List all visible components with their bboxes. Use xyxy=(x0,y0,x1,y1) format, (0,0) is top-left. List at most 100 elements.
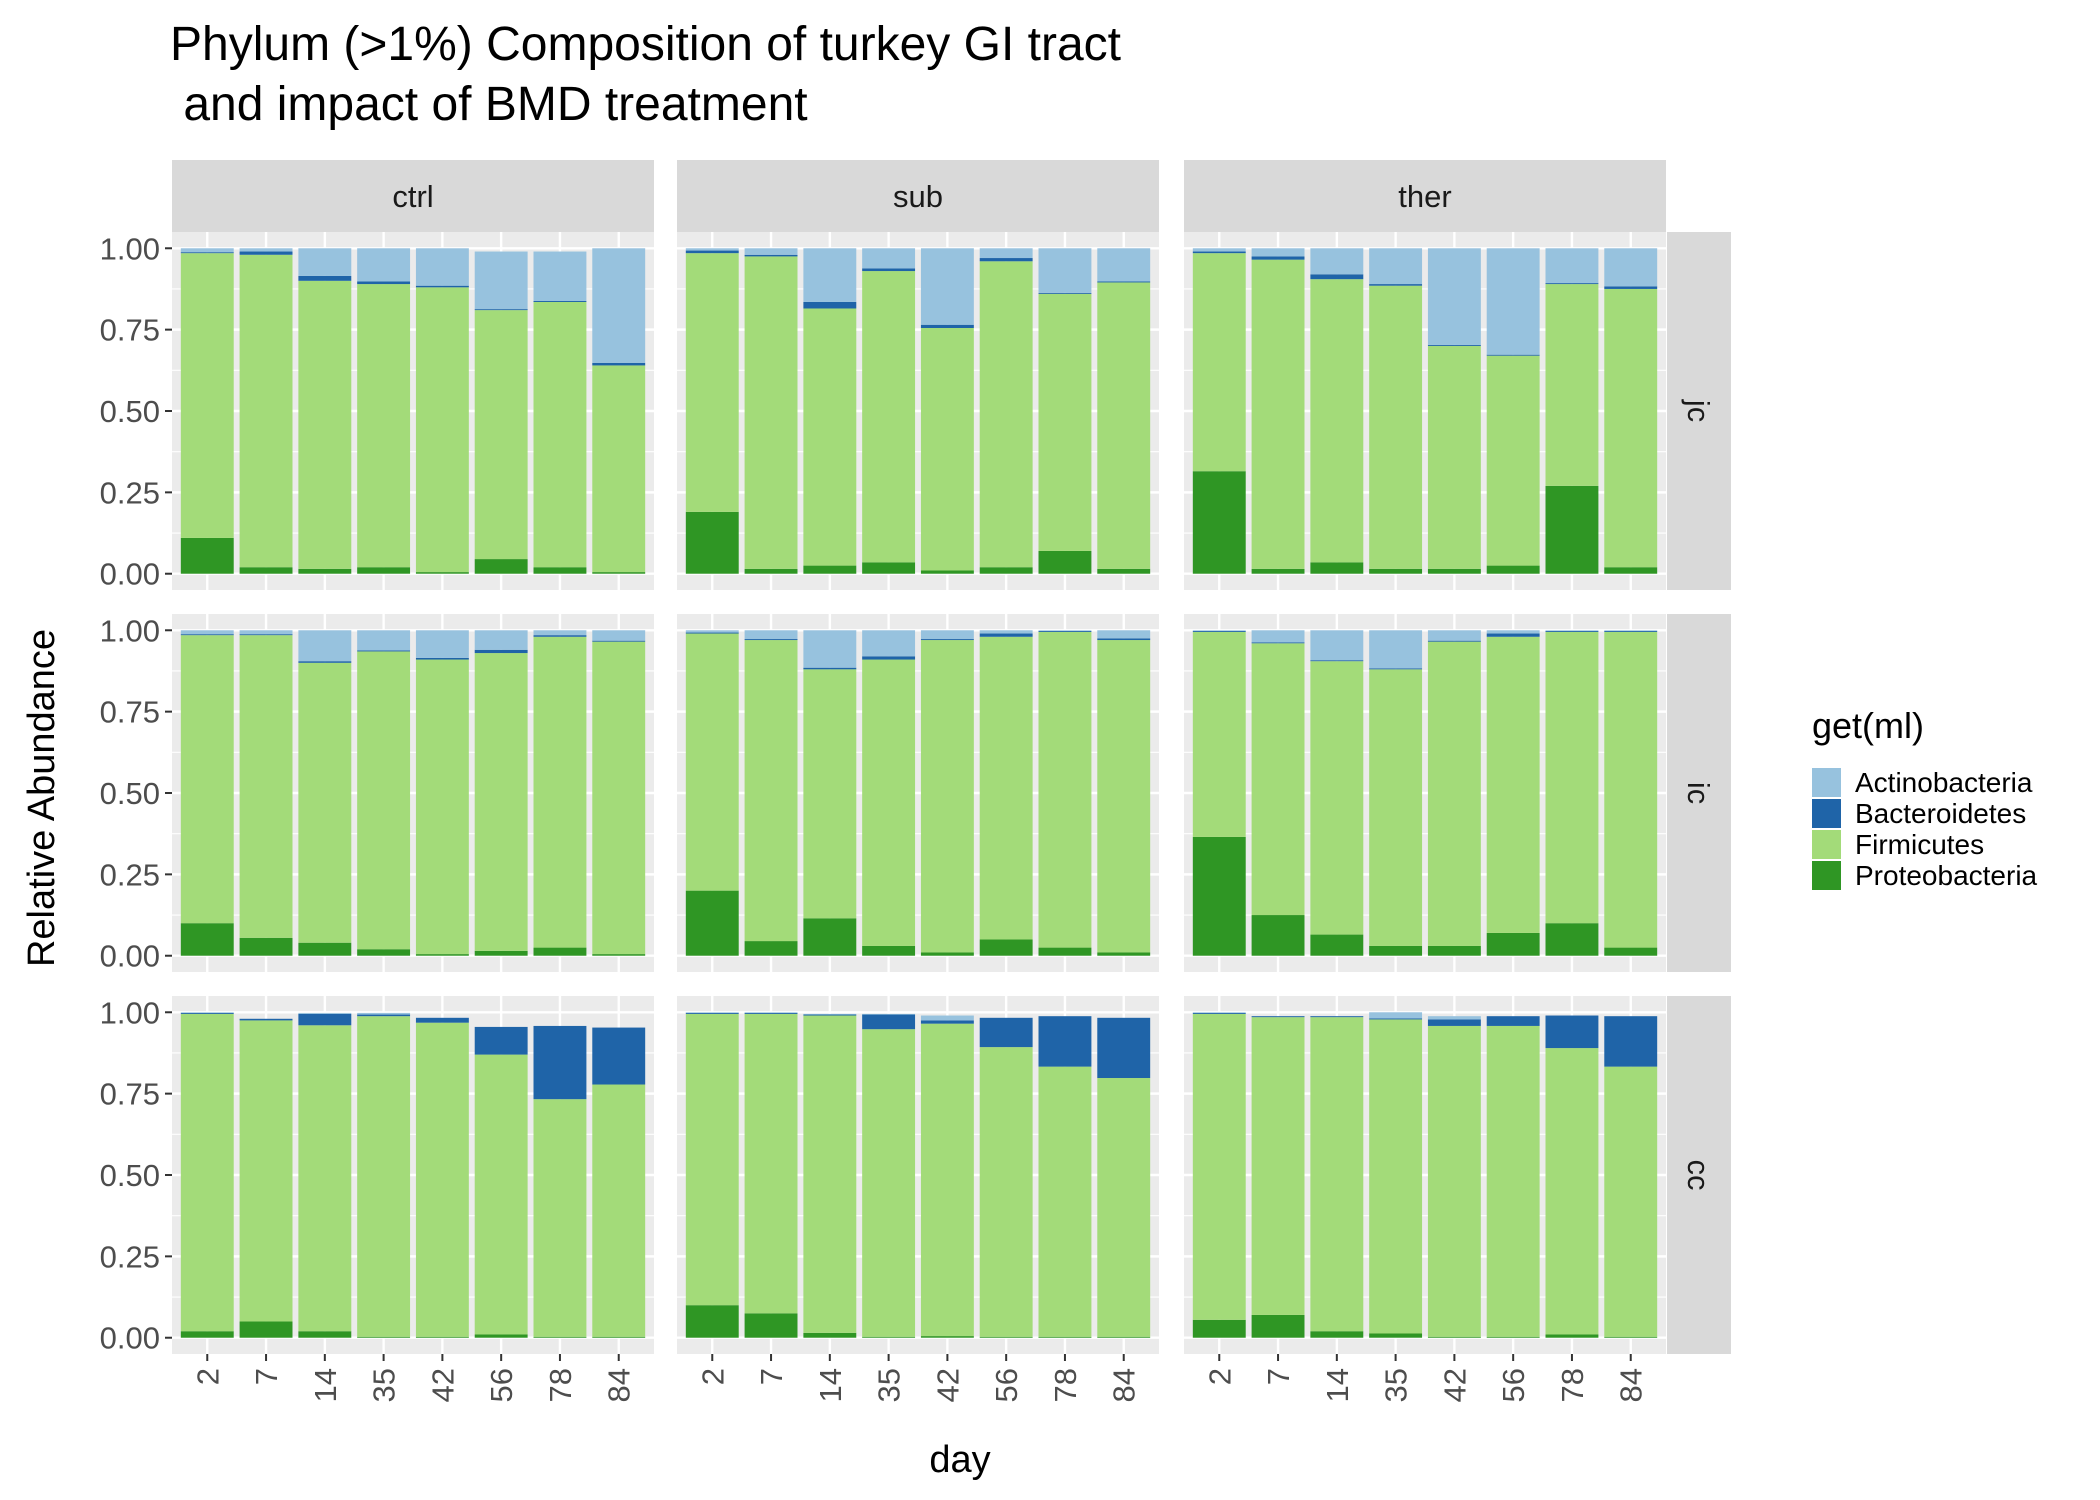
bar-segment-actinobacteria-day-14 xyxy=(803,1013,857,1015)
bar-segment-firmicutes-day-56 xyxy=(474,310,528,560)
bar-segment-bacteroidetes-day-42 xyxy=(1427,1019,1481,1026)
bar-segment-bacteroidetes-day-56 xyxy=(979,258,1033,262)
x-tick-label: 14 xyxy=(813,1368,848,1402)
bar-segment-firmicutes-day-84 xyxy=(1604,288,1658,568)
bar-segment-firmicutes-day-42 xyxy=(920,328,974,571)
bar-segment-proteobacteria-day-78 xyxy=(1545,485,1599,574)
bar-segment-proteobacteria-day-84 xyxy=(1604,567,1658,574)
x-tick-label: 42 xyxy=(930,1368,965,1402)
bar-segment-bacteroidetes-day-7 xyxy=(1251,642,1305,644)
bar-segment-proteobacteria-day-84 xyxy=(592,1336,646,1338)
bar-segment-proteobacteria-day-42 xyxy=(415,572,469,574)
bar-segment-firmicutes-day-2 xyxy=(180,635,234,924)
bar-segment-actinobacteria-day-35 xyxy=(862,630,916,657)
bar-segment-bacteroidetes-day-78 xyxy=(1545,283,1599,285)
bar-segment-bacteroidetes-day-35 xyxy=(1369,284,1423,286)
bar-segment-actinobacteria-day-14 xyxy=(803,248,857,302)
bar-segment-actinobacteria-day-56 xyxy=(979,248,1033,259)
bar-segment-bacteroidetes-day-14 xyxy=(1310,1016,1364,1018)
bar-segment-actinobacteria-day-56 xyxy=(979,630,1033,634)
bar-segment-bacteroidetes-day-84 xyxy=(592,362,646,366)
strip-row-label-cc: cc xyxy=(1681,1160,1716,1191)
bar-segment-firmicutes-day-14 xyxy=(298,662,352,943)
bar-segment-actinobacteria-day-84 xyxy=(592,630,646,641)
bar-segment-actinobacteria-day-56 xyxy=(474,630,528,650)
bar-segment-firmicutes-day-14 xyxy=(1310,279,1364,563)
legend-swatch-firmicutes xyxy=(1812,830,1841,859)
bar-segment-proteobacteria-day-7 xyxy=(239,567,293,574)
y-tick-label: 0.50 xyxy=(100,776,160,811)
bar-segment-bacteroidetes-day-42 xyxy=(1427,344,1481,346)
bar-segment-proteobacteria-day-78 xyxy=(1038,1336,1092,1338)
bar-segment-proteobacteria-day-2 xyxy=(1192,1319,1246,1338)
x-tick-label: 2 xyxy=(190,1368,225,1385)
y-tick-label: 0.75 xyxy=(100,695,160,730)
legend-label-proteobacteria: Proteobacteria xyxy=(1855,860,2038,891)
bar-segment-firmicutes-day-56 xyxy=(979,1047,1033,1337)
bar-segment-proteobacteria-day-84 xyxy=(1097,1336,1151,1338)
bar-segment-proteobacteria-day-14 xyxy=(298,942,352,956)
bar-segment-firmicutes-day-14 xyxy=(803,308,857,566)
x-tick-label: 7 xyxy=(754,1368,789,1385)
bar-segment-actinobacteria-day-7 xyxy=(744,248,798,255)
x-tick-label: 2 xyxy=(1202,1368,1237,1385)
bar-segment-actinobacteria-day-35 xyxy=(357,630,411,651)
bar-segment-proteobacteria-day-2 xyxy=(685,890,739,956)
bar-segment-firmicutes-day-78 xyxy=(1038,1066,1092,1337)
x-tick-label: 14 xyxy=(308,1368,343,1402)
bar-segment-firmicutes-day-78 xyxy=(1038,631,1092,948)
bar-segment-bacteroidetes-day-84 xyxy=(592,640,646,642)
bar-segment-bacteroidetes-day-56 xyxy=(1486,354,1540,356)
bar-segment-actinobacteria-day-78 xyxy=(533,251,587,301)
bar-segment-proteobacteria-day-7 xyxy=(239,937,293,956)
bar-segment-firmicutes-day-14 xyxy=(298,1025,352,1332)
bar-segment-actinobacteria-day-14 xyxy=(1310,630,1364,661)
bar-segment-proteobacteria-day-84 xyxy=(1604,1336,1658,1338)
bar-segment-proteobacteria-day-78 xyxy=(1545,1334,1599,1338)
bar-segment-proteobacteria-day-35 xyxy=(1369,568,1423,574)
y-axis-title: Relative Abundance xyxy=(21,629,63,967)
y-tick-label: 0.75 xyxy=(100,1077,160,1112)
strip-row-cc xyxy=(1667,996,1731,1354)
bar-segment-firmicutes-day-78 xyxy=(1545,284,1599,486)
x-tick-label: 42 xyxy=(1437,1368,1472,1402)
bar-segment-proteobacteria-day-35 xyxy=(862,1336,916,1338)
bar-segment-firmicutes-day-14 xyxy=(803,669,857,919)
bar-segment-bacteroidetes-day-84 xyxy=(1097,1017,1151,1079)
bar-segment-firmicutes-day-7 xyxy=(239,635,293,938)
bar-segment-firmicutes-day-84 xyxy=(592,1084,646,1337)
bar-segment-proteobacteria-day-2 xyxy=(685,1305,739,1338)
bar-segment-proteobacteria-day-84 xyxy=(1604,947,1658,956)
bar-segment-actinobacteria-day-42 xyxy=(920,248,974,325)
y-tick-label: 1.00 xyxy=(100,231,160,266)
bar-segment-firmicutes-day-7 xyxy=(239,1020,293,1322)
bar-segment-bacteroidetes-day-7 xyxy=(744,1012,798,1014)
bar-segment-bacteroidetes-day-42 xyxy=(920,639,974,641)
bar-segment-firmicutes-day-2 xyxy=(180,1013,234,1332)
bar-segment-actinobacteria-day-7 xyxy=(744,630,798,640)
bar-segment-actinobacteria-day-14 xyxy=(1310,248,1364,275)
bar-segment-actinobacteria-day-56 xyxy=(1486,248,1540,355)
panel-jc-ctrl: 0.00 0.25 0.50 0.75 1.00 xyxy=(100,231,654,592)
x-tick-label: 42 xyxy=(425,1368,460,1402)
bar-segment-bacteroidetes-day-56 xyxy=(979,1017,1033,1048)
bar-segment-firmicutes-day-56 xyxy=(979,636,1033,940)
y-tick-label: 0.25 xyxy=(100,1239,160,1274)
bar-segment-actinobacteria-day-14 xyxy=(803,630,857,668)
bar-segment-firmicutes-day-84 xyxy=(1097,640,1151,953)
bar-segment-bacteroidetes-day-14 xyxy=(1310,274,1364,280)
bar-segment-bacteroidetes-day-78 xyxy=(1545,630,1599,632)
bar-segment-actinobacteria-day-14 xyxy=(298,1012,352,1014)
x-tick-label: 78 xyxy=(543,1368,578,1402)
bar-segment-proteobacteria-day-35 xyxy=(357,567,411,574)
bar-segment-firmicutes-day-7 xyxy=(744,640,798,942)
bar-segment-actinobacteria-day-2 xyxy=(180,1012,234,1013)
bar-segment-proteobacteria-day-56 xyxy=(979,567,1033,574)
bar-segment-firmicutes-day-35 xyxy=(1369,669,1423,946)
bar-segment-firmicutes-day-7 xyxy=(744,256,798,569)
bar-segment-proteobacteria-day-56 xyxy=(474,950,528,956)
bar-segment-firmicutes-day-84 xyxy=(592,365,646,573)
bar-segment-firmicutes-day-35 xyxy=(1369,285,1423,569)
bar-segment-actinobacteria-day-7 xyxy=(744,1012,798,1013)
bar-segment-bacteroidetes-day-42 xyxy=(415,285,469,288)
